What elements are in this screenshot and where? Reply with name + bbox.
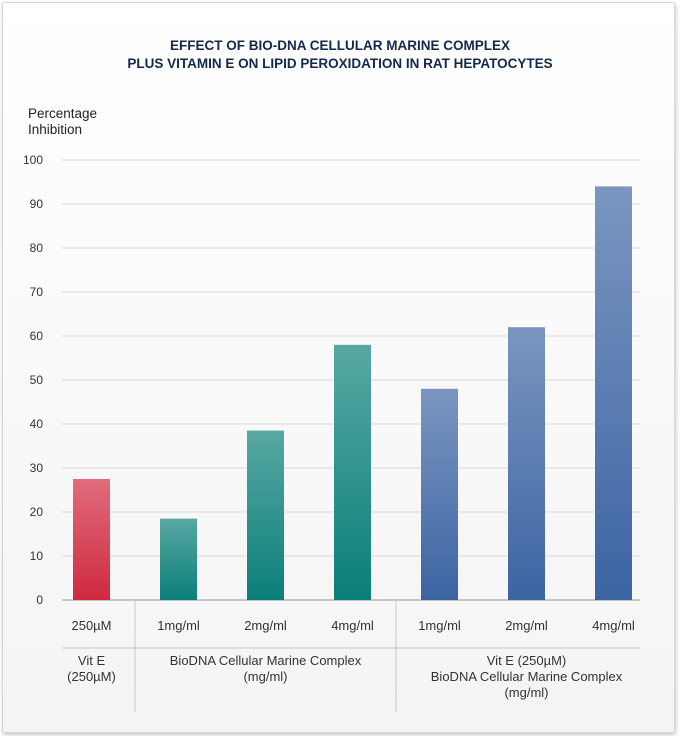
- y-tick-label: 10: [30, 549, 44, 563]
- y-axis-label-line-2: Inhibition: [28, 122, 82, 137]
- chart-title-line-2: PLUS VITAMIN E ON LIPID PEROXIDATION IN …: [127, 56, 552, 71]
- group-label-line: BioDNA Cellular Marine Complex: [431, 669, 623, 684]
- bar-0: [73, 479, 110, 600]
- bar-5: [508, 327, 545, 600]
- bar-4: [421, 388, 458, 600]
- chart-title-line-1: EFFECT OF BIO-DNA CELLULAR MARINE COMPLE…: [170, 38, 510, 53]
- category-label: 4mg/ml: [331, 618, 374, 633]
- y-axis-ticks: 0 10 20 30 40 50 60 70 80 90 100: [23, 153, 43, 607]
- y-axis-label-line-1: Percentage: [28, 106, 97, 121]
- group-label-1: BioDNA Cellular Marine Complex(mg/ml): [170, 653, 362, 684]
- y-tick-label: 90: [30, 197, 44, 211]
- group-label-line: BioDNA Cellular Marine Complex: [170, 653, 362, 668]
- y-tick-label: 20: [30, 505, 44, 519]
- group-label-line: Vit E: [78, 653, 106, 668]
- y-tick-label: 100: [23, 153, 43, 167]
- chart-title: EFFECT OF BIO-DNA CELLULAR MARINE COMPLE…: [127, 38, 552, 71]
- group-label-2: Vit E (250µM)BioDNA Cellular Marine Comp…: [431, 653, 623, 700]
- bar-6: [595, 186, 632, 600]
- group-label-line: (mg/ml): [243, 669, 287, 684]
- bar-3: [334, 344, 371, 600]
- group-label-line: (250µM): [67, 669, 116, 684]
- category-label: 1mg/ml: [157, 618, 200, 633]
- y-tick-label: 0: [36, 593, 43, 607]
- category-label: 250µM: [71, 618, 111, 633]
- y-tick-label: 80: [30, 241, 44, 255]
- category-label: 2mg/ml: [244, 618, 287, 633]
- group-label-line: Vit E (250µM): [487, 653, 567, 668]
- category-labels: 250µM 1mg/ml 2mg/ml 4mg/ml 1mg/ml 2mg/ml 4mg/m…: [71, 618, 634, 633]
- x-axis: [62, 600, 640, 712]
- group-labels: Vit E(250µM) BioDNA Cellular Marine Compl…: [67, 653, 623, 700]
- category-label: 4mg/ml: [592, 618, 635, 633]
- y-axis-label: Percentage Inhibition: [28, 106, 97, 137]
- bar-2: [247, 430, 284, 600]
- category-label: 2mg/ml: [505, 618, 548, 633]
- bar-1: [160, 518, 197, 600]
- bars: [73, 186, 632, 600]
- y-tick-label: 50: [30, 373, 44, 387]
- group-label-0: Vit E(250µM): [67, 653, 116, 684]
- y-tick-label: 70: [30, 285, 44, 299]
- category-label: 1mg/ml: [418, 618, 461, 633]
- y-tick-label: 40: [30, 417, 44, 431]
- group-label-line: (mg/ml): [504, 685, 548, 700]
- y-tick-label: 30: [30, 461, 44, 475]
- y-tick-label: 60: [30, 329, 44, 343]
